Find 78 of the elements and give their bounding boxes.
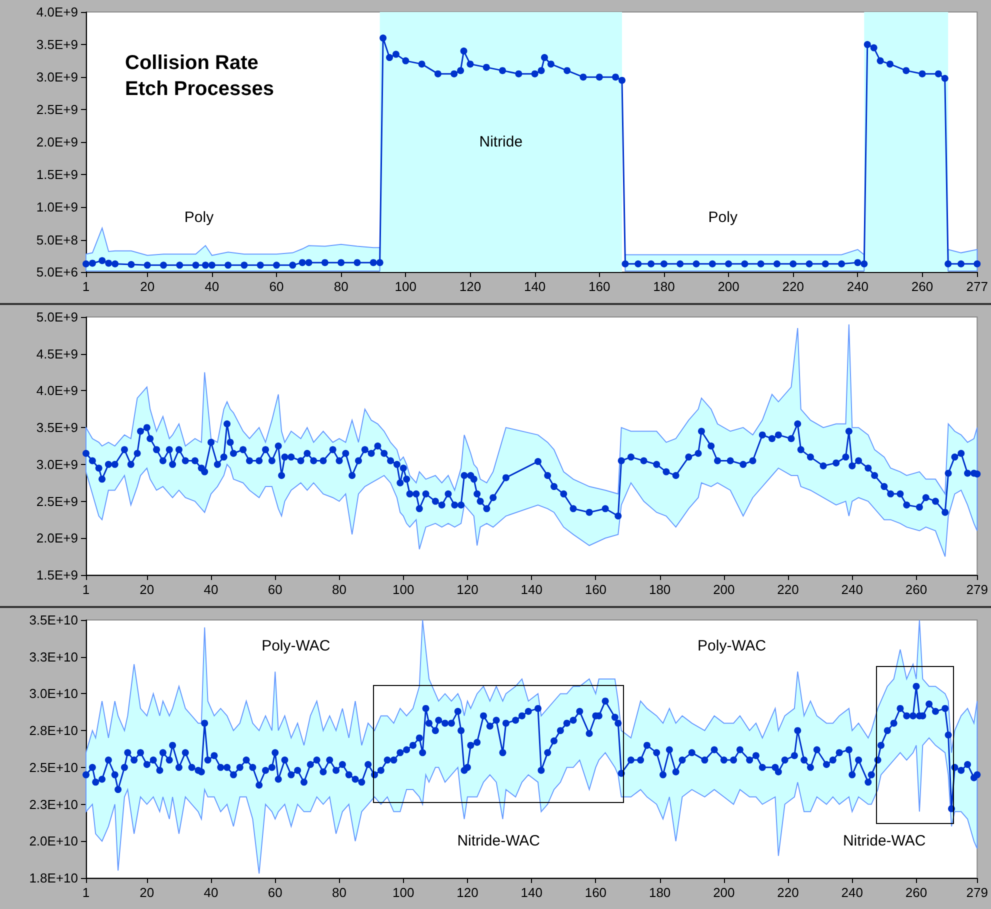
y-tick-label: 1.5E+9 bbox=[36, 167, 78, 182]
x-tick-label: 100 bbox=[392, 582, 414, 597]
x-tick-label: 180 bbox=[648, 885, 671, 900]
x-tick-label: 20 bbox=[140, 279, 155, 294]
text: Collision Rate Etch Processes bbox=[125, 52, 274, 100]
x-tick-label: 100 bbox=[394, 279, 417, 294]
x-tick-label: 279 bbox=[966, 885, 988, 900]
x-tick-label: 100 bbox=[392, 885, 414, 900]
y-tick-label: 3.3E+10 bbox=[29, 649, 78, 664]
x-tick-label: 240 bbox=[841, 885, 863, 900]
y-tick-label: 2.5E+10 bbox=[29, 760, 78, 775]
x-tick-label: 200 bbox=[718, 279, 740, 294]
x-tick-label: 1 bbox=[82, 279, 90, 294]
y-tick-label: 2.0E+10 bbox=[29, 834, 78, 849]
x-tick-label: 40 bbox=[204, 885, 218, 900]
x-tick-label: 277 bbox=[966, 279, 988, 294]
annotation: Nitride-WAC bbox=[842, 832, 926, 850]
y-tick-label: 4.5E+9 bbox=[36, 346, 78, 362]
x-tick-label: 220 bbox=[777, 885, 799, 900]
x-tick-label: 60 bbox=[269, 279, 284, 294]
y-tick-label: 1.8E+10 bbox=[29, 870, 78, 886]
annotation: Nitride-WAC bbox=[457, 832, 540, 850]
x-tick-label: 80 bbox=[334, 279, 348, 294]
x-tick-label: 160 bbox=[588, 279, 610, 294]
x-tick-label: 200 bbox=[713, 885, 735, 900]
y-tick-label: 3.5E+9 bbox=[36, 420, 78, 436]
y-tick-label: 4.0E+9 bbox=[36, 383, 78, 398]
x-tick-label: 180 bbox=[648, 582, 671, 597]
y-tick-label: 5.0E+6 bbox=[36, 264, 78, 280]
x-tick-label: 20 bbox=[140, 582, 154, 597]
x-tick-label: 60 bbox=[268, 885, 282, 900]
x-tick-label: 120 bbox=[459, 279, 482, 294]
y-tick-label: 2.3E+10 bbox=[29, 796, 78, 812]
x-tick-label: 220 bbox=[777, 582, 799, 597]
annotation: Poly-WAC bbox=[698, 637, 766, 654]
x-tick-label: 1 bbox=[82, 885, 90, 900]
y-tick-label: 2.5E+9 bbox=[36, 494, 78, 509]
x-tick-label: 120 bbox=[456, 885, 478, 900]
x-tick-label: 279 bbox=[966, 582, 988, 597]
x-tick-label: 20 bbox=[140, 885, 154, 900]
x-tick-label: 40 bbox=[204, 582, 218, 597]
x-tick-label: 160 bbox=[584, 885, 607, 900]
x-tick-label: 140 bbox=[524, 279, 546, 294]
annotation: Poly bbox=[708, 208, 738, 226]
x-tick-label: 260 bbox=[911, 279, 934, 294]
x-tick-label: 240 bbox=[841, 582, 863, 597]
x-tick-label: 180 bbox=[653, 279, 675, 294]
y-tick-label: 3.5E+10 bbox=[29, 612, 78, 628]
x-tick-label: 140 bbox=[520, 582, 542, 597]
y-tick-label: 3.0E+9 bbox=[36, 456, 78, 472]
x-tick-label: 160 bbox=[584, 582, 607, 597]
y-tick-label: 1.0E+9 bbox=[36, 200, 78, 215]
y-tick-label: 2.5E+9 bbox=[36, 102, 78, 118]
x-tick-label: 120 bbox=[456, 582, 478, 597]
y-tick-label: 3.0E+9 bbox=[36, 70, 78, 85]
x-tick-label: 260 bbox=[905, 582, 928, 597]
y-tick-label: 5.0E+8 bbox=[36, 232, 78, 248]
y-tick-label: 5.0E+9 bbox=[36, 310, 78, 324]
annotation: Poly bbox=[184, 208, 214, 226]
x-tick-label: 40 bbox=[204, 279, 220, 294]
x-tick-label: 60 bbox=[268, 582, 282, 597]
y-tick-label: 2.0E+9 bbox=[36, 530, 78, 546]
x-tick-label: 80 bbox=[332, 885, 346, 900]
band-label: Nitride bbox=[479, 134, 523, 150]
y-tick-label: 2.8E+10 bbox=[29, 723, 78, 738]
x-tick-label: 140 bbox=[520, 885, 542, 900]
y-tick-label: 1.5E+9 bbox=[36, 568, 78, 582]
y-tick-label: 2.0E+9 bbox=[36, 134, 78, 150]
y-tick-label: 3.5E+9 bbox=[36, 37, 78, 52]
y-tick-label: 4.0E+9 bbox=[36, 4, 78, 20]
x-tick-label: 240 bbox=[846, 279, 869, 294]
x-tick-label: 80 bbox=[332, 582, 346, 597]
annotation: Poly-WAC bbox=[262, 637, 330, 654]
x-tick-label: 200 bbox=[713, 582, 735, 597]
y-tick-label: 3.0E+10 bbox=[29, 686, 78, 702]
x-tick-label: 220 bbox=[782, 279, 804, 294]
x-tick-label: 1 bbox=[82, 582, 90, 597]
x-tick-label: 260 bbox=[905, 885, 928, 900]
